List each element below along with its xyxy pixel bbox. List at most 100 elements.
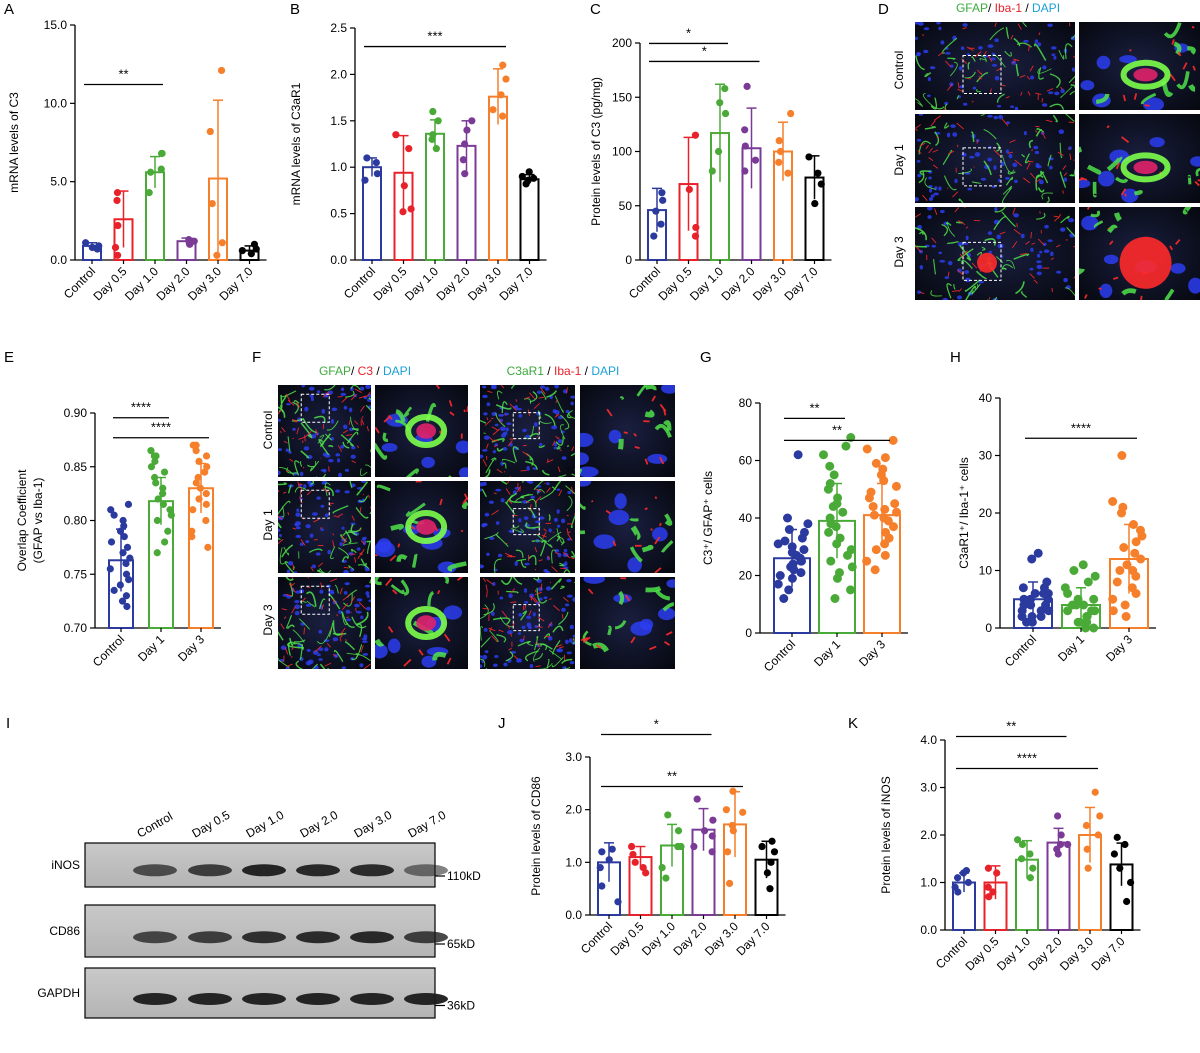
- data-point: [721, 109, 730, 118]
- data-point: [708, 167, 716, 175]
- blot-band: [188, 864, 232, 877]
- data-point: [833, 493, 843, 503]
- data-point: [1128, 520, 1138, 529]
- data-point: [95, 242, 103, 250]
- data-point: [716, 99, 724, 107]
- data-point: [739, 808, 747, 816]
- data-point: [1121, 840, 1129, 849]
- micrograph-tile: [480, 481, 575, 573]
- x-tick-label: Day 3.0: [465, 264, 504, 303]
- data-point: [691, 131, 700, 139]
- y-axis-label: Protein levels of CD86: [529, 776, 543, 896]
- data-point: [1018, 840, 1027, 849]
- panel-d: D GFAP/ Iba-1 / DAPI Control Day 1 Day 3: [878, 1, 1200, 300]
- blot-band: [188, 993, 232, 1005]
- micrograph-tile: [580, 385, 675, 477]
- micrograph-tile: [580, 481, 675, 573]
- data-point: [1033, 548, 1043, 558]
- panel-label: K: [848, 715, 858, 732]
- data-point: [1075, 617, 1085, 627]
- data-point: [1118, 502, 1128, 512]
- data-point: [677, 842, 685, 851]
- blot-band: [188, 931, 232, 944]
- y-tick-label: 60: [739, 454, 753, 468]
- data-point: [238, 247, 246, 255]
- data-point: [775, 137, 783, 145]
- y-tick-label: 100: [612, 145, 632, 159]
- x-tick-label: Day 7.0: [496, 264, 535, 303]
- micrograph-tile: [375, 481, 468, 573]
- data-point: [803, 519, 813, 529]
- data-point: [405, 145, 413, 153]
- data-point: [432, 145, 440, 153]
- data-point: [146, 168, 155, 176]
- data-point: [429, 107, 437, 116]
- data-point: [659, 196, 667, 204]
- row-label-day1: Day 1: [261, 509, 275, 541]
- x-tick-label: Day 0.5: [655, 264, 694, 303]
- x-tick-label: Control: [761, 637, 798, 674]
- y-axis-label: Protein levels of iNOS: [879, 776, 893, 893]
- data-point: [818, 450, 828, 460]
- data-point: [489, 106, 497, 114]
- data-point: [1083, 845, 1091, 853]
- blot-strips: iNOS 110kD CD86 65kD GAPDH 36kD: [37, 842, 481, 1019]
- data-point: [598, 882, 606, 890]
- panel-label: C: [590, 1, 601, 18]
- data-point: [1017, 855, 1026, 863]
- y-tick-label: 0.0: [920, 923, 937, 937]
- data-point: [159, 500, 167, 508]
- data-point: [1116, 864, 1124, 872]
- blot-mw-label: 65kD: [447, 937, 475, 951]
- data-point: [218, 239, 226, 247]
- data-point: [192, 447, 200, 455]
- data-point: [463, 126, 471, 134]
- significance-label: ****: [1071, 420, 1091, 435]
- data-point: [1082, 821, 1091, 830]
- micrograph-tile: [278, 577, 371, 669]
- data-point: [189, 441, 197, 449]
- x-tick-label: Day 3.0: [750, 264, 789, 303]
- blot-lane-label: Day 3.0: [352, 808, 395, 841]
- data-point: [805, 153, 813, 161]
- data-point: [892, 507, 902, 517]
- blot-mw-label: 36kD: [447, 999, 475, 1013]
- significance-label: ****: [1017, 751, 1037, 766]
- significance-label: **: [667, 768, 677, 783]
- data-point: [361, 176, 369, 184]
- data-point: [964, 878, 972, 887]
- y-tick-label: 2.0: [920, 828, 937, 842]
- data-point: [691, 232, 700, 240]
- data-point: [122, 592, 131, 600]
- data-point: [363, 154, 371, 162]
- data-point: [1136, 554, 1146, 564]
- data-point: [825, 513, 835, 523]
- data-point: [502, 75, 510, 83]
- data-point: [113, 251, 122, 259]
- x-tick-label: Day 3.0: [185, 264, 224, 303]
- y-tick-label: 0.90: [64, 406, 88, 420]
- data-point: [1126, 878, 1135, 887]
- data-point: [145, 189, 153, 197]
- y-tick-label: 50: [619, 199, 633, 213]
- data-point: [524, 176, 532, 184]
- data-point: [1078, 560, 1088, 570]
- blot-band: [242, 993, 286, 1005]
- data-point: [126, 554, 134, 562]
- panel-f-header-left: GFAP/ C3 / DAPI: [319, 364, 411, 378]
- x-tick-label: Day 3: [1103, 632, 1135, 664]
- data-point: [741, 126, 749, 134]
- y-tick-label: 0.0: [330, 253, 347, 267]
- micrograph-tile: [278, 385, 371, 477]
- data-point: [741, 167, 749, 175]
- data-point: [709, 816, 717, 824]
- data-point: [725, 879, 734, 888]
- panel-label: A: [4, 1, 14, 18]
- data-point: [167, 511, 175, 519]
- data-point: [838, 507, 848, 517]
- data-point: [217, 66, 226, 75]
- data-point: [1053, 812, 1062, 820]
- y-tick-label: 0.5: [330, 207, 347, 221]
